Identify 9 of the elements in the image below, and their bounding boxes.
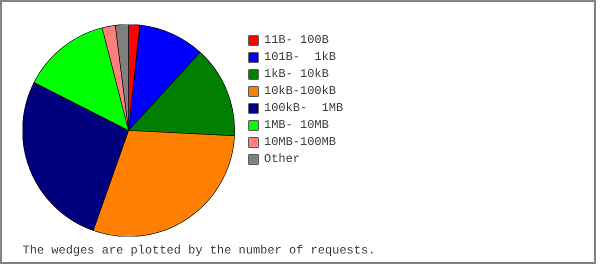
- legend-label: 1kB- 10kB: [264, 67, 329, 81]
- text: The wedges are plotted by the number of requests.: [22, 244, 376, 258]
- legend-label: 11B- 100B: [264, 33, 329, 47]
- legend-label: 10kB-100kB: [264, 84, 336, 98]
- legend-label: Other: [264, 152, 300, 166]
- legend-label: 10MB-100MB: [264, 135, 336, 149]
- legend-label: 101B- 1kB: [264, 50, 336, 64]
- legend-label: 1MB- 10MB: [264, 118, 329, 132]
- legend-label: 100kB- 1MB: [264, 101, 344, 115]
